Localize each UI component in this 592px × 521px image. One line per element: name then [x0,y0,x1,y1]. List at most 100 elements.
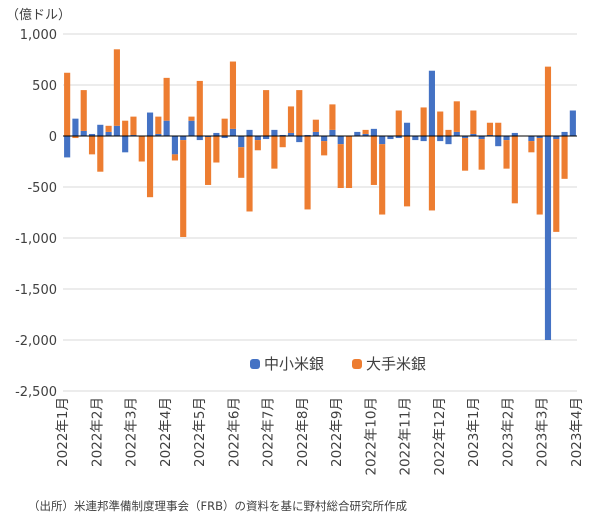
bar-small-banks [470,133,477,136]
bar-large-banks [544,66,552,136]
bar-small-banks [428,70,435,136]
y-tick-label: -2,500 [15,385,57,400]
bar-large-banks [420,107,427,136]
bar-small-banks [279,134,286,136]
bar-small-banks [412,136,419,141]
legend-item-large-banks: 大手米銀 [352,353,426,374]
y-tick-label: 0 [49,130,57,145]
x-tick-label: 2022年7月 [261,397,277,467]
bar-large-banks [362,129,369,134]
bar-small-banks [146,112,154,136]
bar-large-banks [287,106,295,133]
bar-large-banks [163,77,170,121]
bar-large-banks [80,90,87,131]
bar-small-banks [387,136,394,140]
y-tick-label: -2,000 [15,334,57,349]
bar-large-banks [254,140,261,151]
bar-large-banks [196,80,203,136]
bar-small-banks [544,136,552,340]
bar-large-banks [122,120,129,136]
bar-large-banks [511,136,518,204]
x-tick-label: 2022年4月 [158,397,174,467]
bar-small-banks [205,136,212,138]
bar-small-banks [296,136,303,143]
bar-large-banks [312,119,319,132]
bar-large-banks [238,147,245,178]
bar-large-banks [229,61,237,129]
bar-small-banks [64,136,71,158]
bar-small-banks [88,133,96,136]
bar-large-banks [296,90,303,136]
bar-large-banks [221,118,228,136]
gridlines [63,33,577,392]
y-tick-label: -1,000 [15,232,57,247]
bar-small-banks [403,122,411,136]
x-tick-label: 2022年1月 [55,397,71,467]
bar-small-banks [213,132,220,136]
bar-small-banks [312,131,319,136]
bar-large-banks [486,122,494,135]
bar-small-banks [453,131,460,136]
bar-large-banks [528,141,535,153]
x-tick-label: 2022年6月 [226,397,242,467]
bar-small-banks [287,132,295,136]
bar-small-banks [495,136,502,147]
bar-small-banks [478,136,485,140]
x-axis-tick-labels: 2022年1月 2022年2月 2022年3月 2022年4月 2022年5月 2022年… [55,397,585,476]
unit-label: （億ドル） [6,8,72,23]
bar-small-banks [486,134,494,136]
bar-small-banks [420,136,427,142]
bar-large-banks [279,136,286,148]
bar-small-banks [528,136,535,142]
x-tick-label: 2022年10月 [363,397,379,476]
bar-large-banks [553,139,560,232]
bar-small-banks [379,136,386,145]
bar-large-banks [536,138,543,215]
y-axis-tick-labels: -2,500 -2,000 -1,500 -1,000 -500 0 500 1,000 [15,28,57,400]
bar-small-banks [329,129,336,136]
bar-large-banks [188,116,195,121]
y-tick-label: -500 [27,181,57,196]
x-tick-label: 2022年8月 [295,397,311,467]
bar-small-banks [437,136,444,142]
x-tick-label: 2022年11月 [398,397,414,476]
bar-small-banks [105,131,112,136]
bar-large-banks [329,104,336,130]
x-tick-label: 2023年1月 [466,397,482,467]
x-tick-label: 2022年3月 [124,397,140,467]
bar-small-banks [97,124,104,136]
bar-large-banks [403,136,411,207]
bar-large-banks [105,125,112,132]
bar-small-banks [462,136,469,139]
bar-large-banks [437,111,444,136]
bar-small-banks [246,129,253,136]
bar-small-banks [254,136,261,141]
y-tick-label: -1,500 [15,283,57,298]
bar-small-banks [561,131,568,136]
bar-small-banks [72,118,79,136]
bar-large-banks [88,136,96,155]
x-tick-label: 2022年2月 [89,397,105,467]
bar-large-banks [72,136,79,139]
bar-large-banks [462,138,469,171]
bar-large-banks [428,136,435,211]
bar-small-banks [511,132,518,136]
bar-large-banks [304,136,311,210]
x-tick-label: 2022年9月 [329,397,345,467]
bar-small-banks [163,120,170,136]
bar-large-banks [445,129,452,136]
bar-small-banks [362,133,369,136]
source-note: （出所）米連邦準備制度理事会（FRB）の資料を基に野村総合研究所作成 [28,499,407,513]
bar-large-banks [146,136,154,198]
bar-large-banks [64,72,71,136]
bar-small-banks [569,110,576,136]
bar-large-banks [138,136,145,162]
legend: 中小米銀 大手米銀 [250,353,426,374]
bar-small-banks [180,136,187,141]
bar-small-banks [171,136,178,155]
legend-label-large-banks: 大手米銀 [366,355,427,373]
bar-small-banks [271,129,278,136]
legend-label-small-banks: 中小米銀 [264,355,325,373]
bar-small-banks [263,136,270,140]
bar-small-banks [354,131,361,136]
